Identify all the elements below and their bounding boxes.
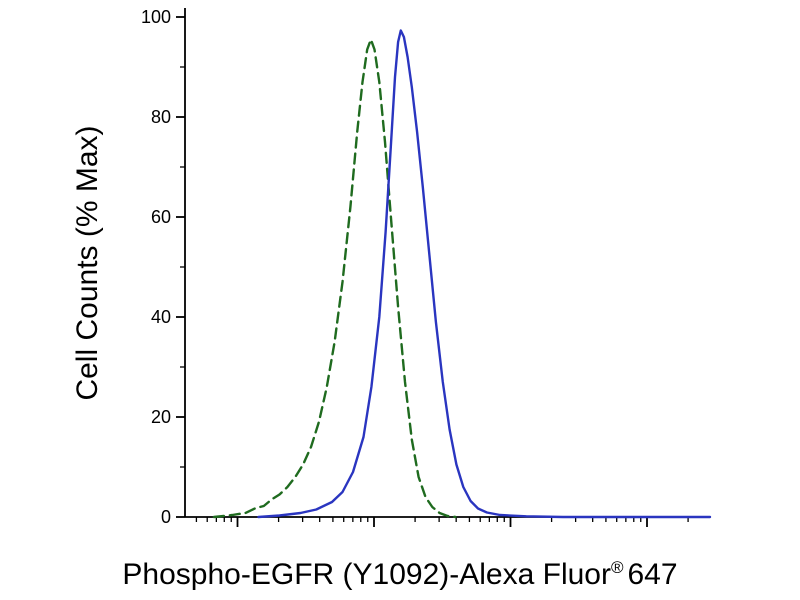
x-axis-title-number: 647 bbox=[627, 558, 678, 591]
plot-svg: 0 20 40 60 80 100 bbox=[141, 7, 712, 527]
registered-trademark-icon: ® bbox=[610, 558, 624, 577]
x-axis-title-main: Phospho-EGFR (Y1092)-Alexa Fluor bbox=[122, 558, 611, 591]
y-tick-label: 100 bbox=[141, 7, 171, 27]
solid-blue-curve bbox=[257, 29, 712, 519]
y-tick-label: 80 bbox=[151, 107, 171, 127]
y-tick-label: 0 bbox=[161, 507, 171, 527]
x-axis-title: Phospho-EGFR (Y1092)-Alexa Fluor® 647 bbox=[0, 558, 800, 592]
y-tick-label: 20 bbox=[151, 407, 171, 427]
dashed-green-curve bbox=[212, 38, 457, 519]
y-tick-label: 40 bbox=[151, 307, 171, 327]
y-tick-label: 60 bbox=[151, 207, 171, 227]
